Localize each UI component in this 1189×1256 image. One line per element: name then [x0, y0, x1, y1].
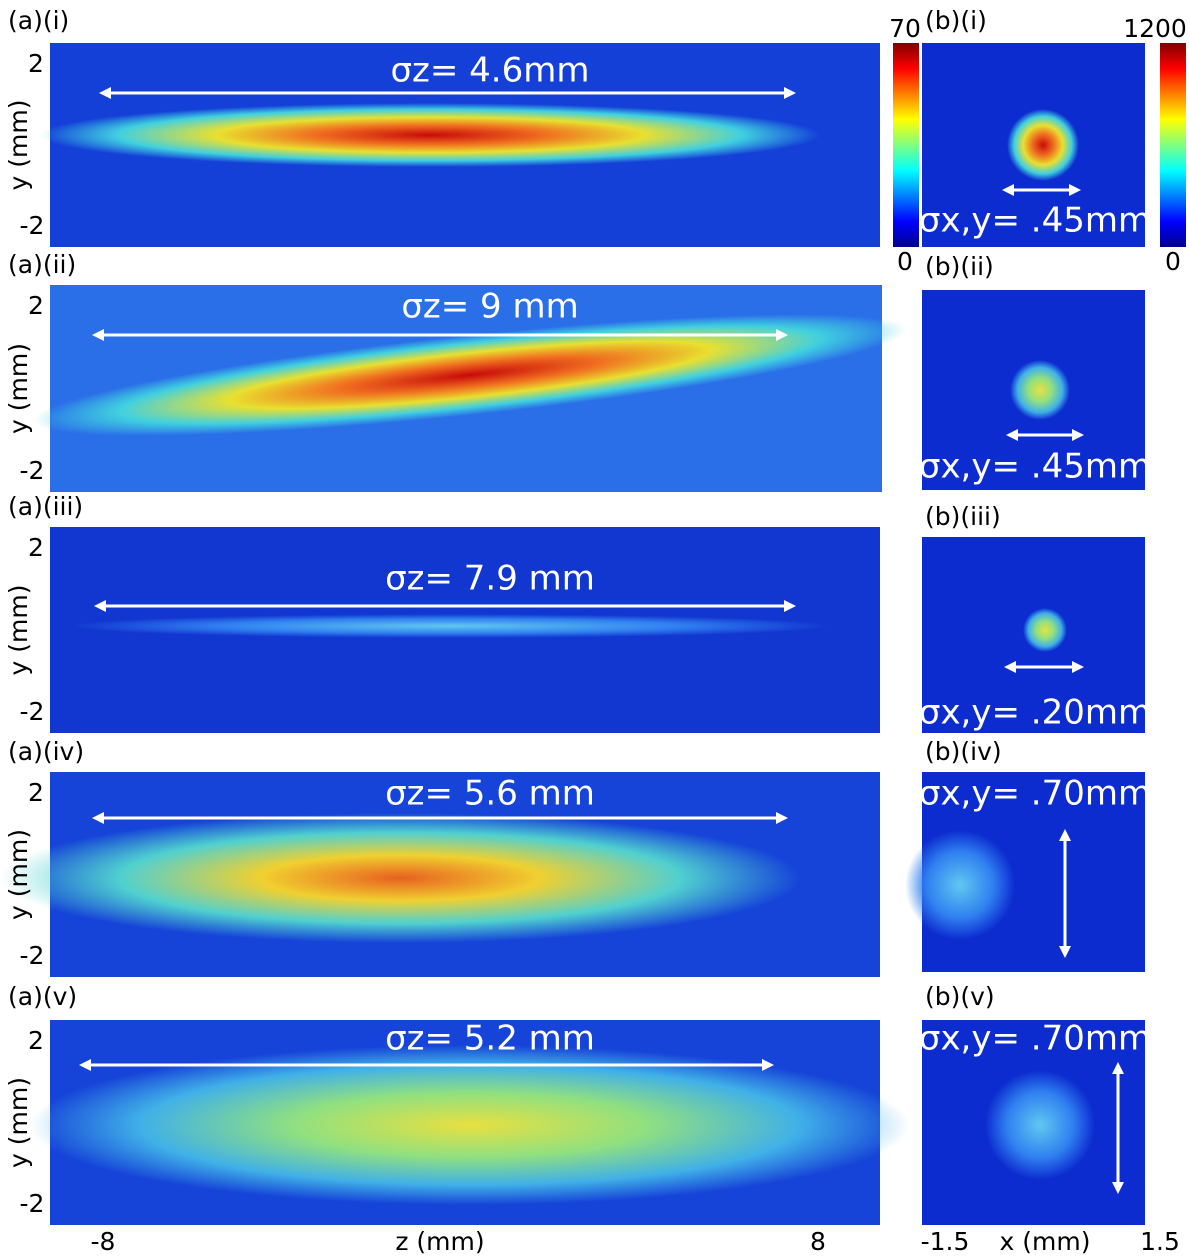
beam — [70, 614, 830, 638]
x-axis-label: z (mm) — [395, 1227, 484, 1256]
beam — [0, 813, 800, 943]
spot — [905, 830, 1015, 940]
x-tick-label: -8 — [91, 1227, 116, 1256]
colorbar-max: 70 — [889, 14, 921, 43]
colorbar-max: 1200 — [1123, 14, 1187, 43]
beam — [40, 103, 820, 167]
annotation: σx,y= .70mm — [919, 1019, 1151, 1059]
y-axis-label: y (mm) — [4, 100, 33, 191]
y-tick-label: 2 — [28, 1026, 44, 1055]
annotation: σz= 4.6mm — [390, 51, 589, 91]
spot — [1023, 608, 1067, 652]
x-tick-label: -1.5 — [921, 1227, 970, 1256]
colorbar-min: 0 — [897, 247, 913, 276]
annotation: σx,y= .45mm — [919, 447, 1151, 487]
panel-label: (b)(ii) — [925, 252, 994, 281]
y-axis-label: y (mm) — [4, 585, 33, 676]
x-tick-label: 8 — [810, 1227, 826, 1256]
y-tick-label: 2 — [28, 778, 44, 807]
annotation: σx,y= .70mm — [919, 774, 1151, 814]
panel-label: (b)(iv) — [925, 737, 1002, 766]
y-tick-label: 2 — [28, 291, 44, 320]
panel-label: (a)(i) — [8, 6, 69, 35]
annotation: σx,y= .20mm — [919, 693, 1151, 733]
y-tick-label: -2 — [20, 1189, 45, 1218]
annotation: σz= 7.9 mm — [385, 559, 595, 599]
annotation: σz= 5.6 mm — [385, 774, 595, 814]
y-tick-label: -2 — [20, 211, 45, 240]
labels: (a)(i) σz= 4.6mm (b)(i) σx,y= .45mm 2 -2 y (mm… — [4, 6, 1151, 1218]
spot — [1010, 360, 1070, 420]
y-tick-label: -2 — [20, 697, 45, 726]
x-tick-label: 1.5 — [1140, 1227, 1180, 1256]
panel-label: (b)(i) — [925, 6, 987, 35]
annotation: σx,y= .45mm — [919, 201, 1151, 241]
panel-label: (b)(v) — [925, 982, 995, 1011]
panel-label: (b)(iii) — [925, 502, 1001, 531]
annotation: σz= 5.2 mm — [385, 1019, 595, 1059]
annotation: σz= 9 mm — [401, 287, 578, 327]
panel-label: (a)(ii) — [8, 250, 76, 279]
panel-label: (a)(iv) — [8, 737, 84, 766]
beam — [32, 314, 908, 436]
panel-label: (a)(v) — [8, 982, 77, 1011]
x-axis-label: x (mm) — [1000, 1227, 1091, 1256]
y-tick-label: 2 — [28, 533, 44, 562]
colorbar-min: 0 — [1165, 247, 1181, 276]
colorbar — [1160, 43, 1186, 247]
y-axis-label: y (mm) — [4, 1077, 33, 1168]
spot — [1007, 109, 1079, 181]
y-axis-label: y (mm) — [4, 343, 33, 434]
spot — [985, 1070, 1095, 1180]
y-tick-label: -2 — [20, 456, 45, 485]
panel-label: (a)(iii) — [8, 492, 83, 521]
y-axis-label: y (mm) — [4, 829, 33, 920]
y-tick-label: -2 — [20, 941, 45, 970]
beam — [30, 1045, 910, 1205]
y-tick-label: 2 — [28, 49, 44, 78]
colorbar — [893, 43, 919, 247]
